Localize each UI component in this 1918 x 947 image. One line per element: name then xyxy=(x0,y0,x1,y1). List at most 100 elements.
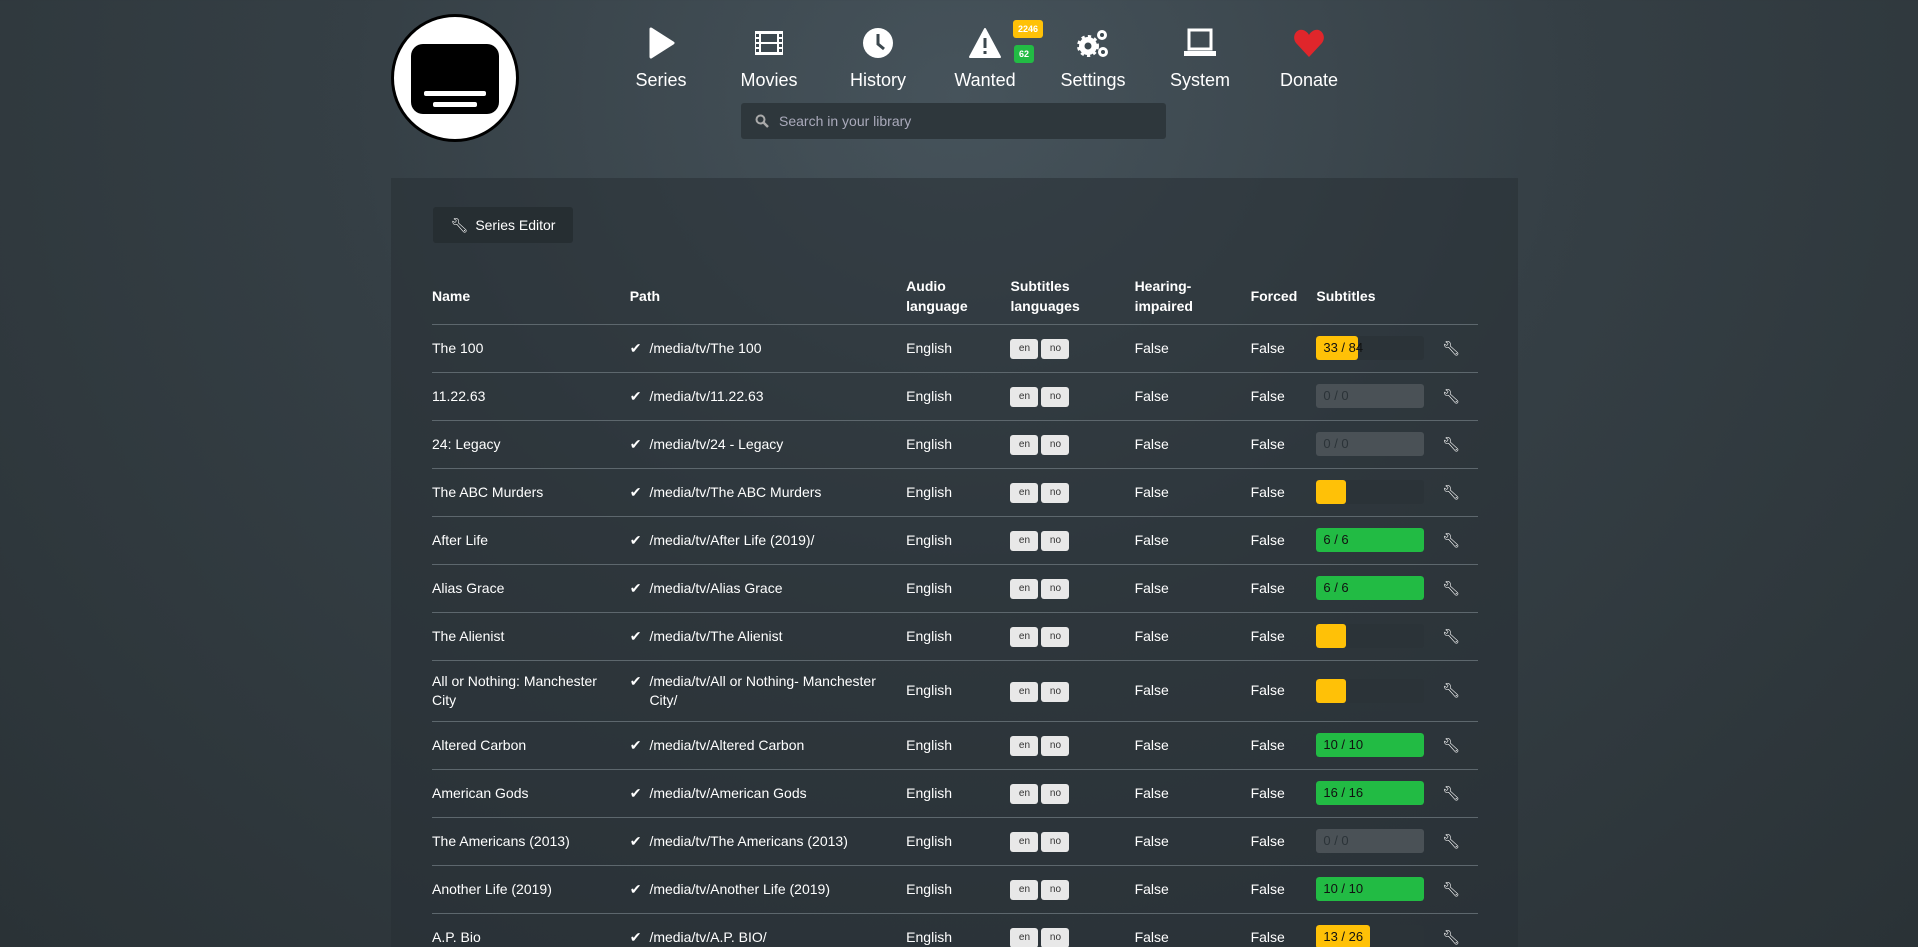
nav-series[interactable]: Series xyxy=(611,26,711,91)
subtitle-languages: en no xyxy=(1010,515,1135,564)
check-icon: ✔ xyxy=(629,736,642,753)
edit-series-button[interactable]: 🔧︎ xyxy=(1432,659,1478,721)
edit-series-button[interactable]: 🔧︎ xyxy=(1432,563,1478,612)
series-name[interactable]: A.P. Bio xyxy=(432,912,630,947)
series-path: ✔/media/tv/24 - Legacy xyxy=(629,419,907,468)
check-icon: ✔ xyxy=(629,627,642,644)
series-path: ✔/media/tv/11.22.63 xyxy=(629,371,907,420)
series-name[interactable]: Alias Grace xyxy=(432,563,630,612)
subtitle-languages: en no xyxy=(1010,912,1135,947)
forced: False xyxy=(1250,419,1317,468)
audio-language: English xyxy=(906,611,1011,660)
edit-series-button[interactable]: 🔧︎ xyxy=(1432,515,1478,564)
hearing-impaired: False xyxy=(1134,912,1251,947)
column-header-actions xyxy=(1432,268,1478,324)
edit-series-button[interactable]: 🔧︎ xyxy=(1432,816,1478,865)
edit-series-button[interactable]: 🔧︎ xyxy=(1432,371,1478,420)
language-badge: en xyxy=(1010,627,1039,647)
audio-language: English xyxy=(906,659,1011,721)
series-path: ✔/media/tv/Alias Grace xyxy=(629,563,907,612)
wanted-movies-badge: 62 xyxy=(1014,45,1035,63)
series-path: ✔/media/tv/American Gods xyxy=(629,768,907,817)
series-name[interactable]: 24: Legacy xyxy=(432,419,630,468)
warning-icon xyxy=(969,28,1001,58)
search-input[interactable] xyxy=(779,113,1139,129)
nav-wanted[interactable]: Wanted xyxy=(935,26,1035,91)
column-header[interactable]: Hearing-impaired xyxy=(1134,277,1193,314)
subtitles-progress: 33 / 84 xyxy=(1316,336,1425,360)
language-badge: en xyxy=(1010,531,1039,551)
edit-series-button[interactable]: 🔧︎ xyxy=(1432,467,1478,516)
nav-settings[interactable]: Settings xyxy=(1043,26,1143,91)
hearing-impaired: False xyxy=(1134,323,1251,372)
series-name[interactable]: All or Nothing: Manchester City xyxy=(432,659,630,721)
language-badge: no xyxy=(1041,531,1070,551)
forced: False xyxy=(1250,768,1317,817)
column-header[interactable]: Name xyxy=(432,287,471,304)
forced: False xyxy=(1250,864,1317,913)
subtitle-languages: en no xyxy=(1010,659,1135,721)
forced: False xyxy=(1250,371,1317,420)
column-header[interactable]: Subtitles languages xyxy=(1010,277,1080,314)
audio-language: English xyxy=(906,419,1011,468)
hearing-impaired: False xyxy=(1134,864,1251,913)
column-header[interactable]: Audio language xyxy=(906,277,968,314)
column-header[interactable]: Forced xyxy=(1250,287,1298,304)
series-name[interactable]: Altered Carbon xyxy=(432,720,630,769)
series-name[interactable]: 11.22.63 xyxy=(432,371,630,420)
wrench-icon: 🔧︎ xyxy=(1442,531,1461,548)
series-name[interactable]: American Gods xyxy=(432,768,630,817)
series-editor-button[interactable]: 🔧︎ Series Editor xyxy=(433,207,573,243)
column-header[interactable]: Path xyxy=(629,287,661,304)
forced: False xyxy=(1250,720,1317,769)
series-name[interactable]: The 100 xyxy=(432,323,630,372)
wrench-icon: 🔧︎ xyxy=(1442,435,1461,452)
nav-donate[interactable]: Donate xyxy=(1259,26,1359,91)
series-name[interactable]: Another Life (2019) xyxy=(432,864,630,913)
subtitle-languages: en no xyxy=(1010,563,1135,612)
nav-system[interactable]: System xyxy=(1150,26,1250,91)
series-path: ✔/media/tv/The ABC Murders xyxy=(629,467,907,516)
edit-series-button[interactable]: 🔧︎ xyxy=(1432,323,1478,372)
nav-history[interactable]: History xyxy=(828,26,928,91)
table-row: Alias Grace ✔/media/tv/Alias Grace Engli… xyxy=(432,563,1478,612)
edit-series-button[interactable]: 🔧︎ xyxy=(1432,611,1478,660)
audio-language: English xyxy=(906,467,1011,516)
search-box[interactable] xyxy=(741,103,1166,139)
language-badge: no xyxy=(1041,928,1070,947)
series-name[interactable]: The ABC Murders xyxy=(432,467,630,516)
subtitle-languages: en no xyxy=(1010,864,1135,913)
app-logo[interactable] xyxy=(391,14,519,142)
wrench-icon: 🔧︎ xyxy=(1442,339,1461,356)
nav-label: History xyxy=(849,70,906,90)
series-path: ✔/media/tv/The Alienist xyxy=(629,611,907,660)
table-row: 24: Legacy ✔/media/tv/24 - Legacy Englis… xyxy=(432,419,1478,468)
edit-series-button[interactable]: 🔧︎ xyxy=(1432,864,1478,913)
edit-series-button[interactable]: 🔧︎ xyxy=(1432,912,1478,947)
series-name[interactable]: After Life xyxy=(432,515,630,564)
language-badge: no xyxy=(1041,579,1070,599)
series-name[interactable]: The Alienist xyxy=(432,611,630,660)
nav-label: Donate xyxy=(1279,70,1339,90)
column-header[interactable]: Subtitles xyxy=(1316,287,1376,304)
edit-series-button[interactable]: 🔧︎ xyxy=(1432,720,1478,769)
language-badge: no xyxy=(1041,784,1070,804)
language-badge: en xyxy=(1010,681,1039,702)
language-badge: en xyxy=(1010,880,1039,900)
nav-label: Series xyxy=(635,70,687,90)
nav-movies[interactable]: Movies xyxy=(719,26,819,91)
subtitle-languages: en no xyxy=(1010,720,1135,769)
edit-series-button[interactable]: 🔧︎ xyxy=(1432,419,1478,468)
table-row: All or Nothing: Manchester City ✔/media/… xyxy=(432,659,1478,721)
wrench-icon: 🔧︎ xyxy=(450,216,469,233)
language-badge: en xyxy=(1010,928,1039,947)
language-badge: en xyxy=(1010,435,1039,455)
language-badge: en xyxy=(1010,579,1039,599)
language-badge: no xyxy=(1041,435,1070,455)
edit-series-button[interactable]: 🔧︎ xyxy=(1432,768,1478,817)
audio-language: English xyxy=(906,816,1011,865)
subtitle-languages: en no xyxy=(1010,371,1135,420)
hearing-impaired: False xyxy=(1134,419,1251,468)
wrench-icon: 🔧︎ xyxy=(1442,832,1461,849)
series-name[interactable]: The Americans (2013) xyxy=(432,816,630,865)
